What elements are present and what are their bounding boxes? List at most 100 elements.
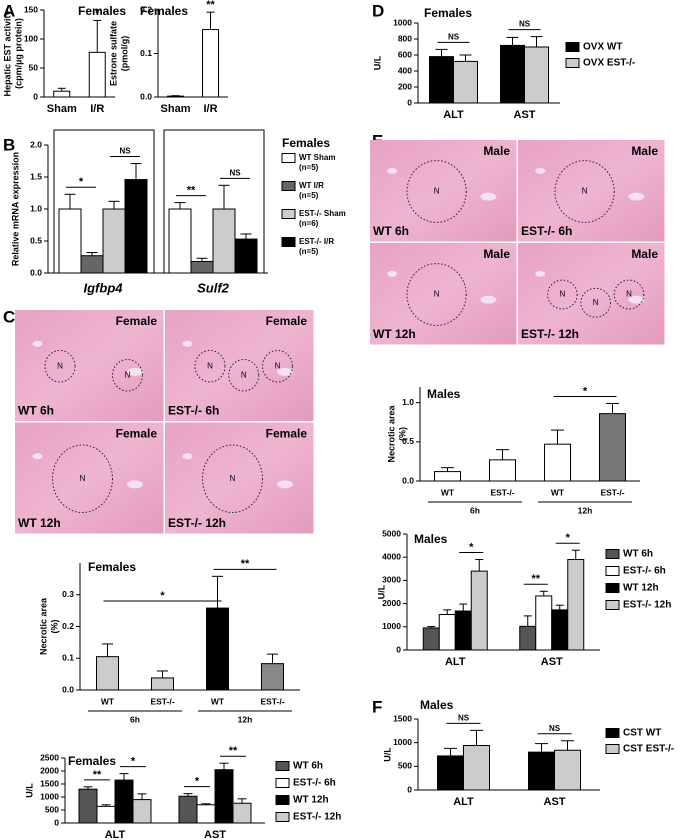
y-tick-label: 2000 (40, 765, 59, 775)
group-box (53, 129, 155, 273)
bar (234, 238, 258, 274)
vessel (535, 167, 546, 174)
y-tick-label: 3000 (382, 575, 401, 585)
y-tick-label: 600 (398, 49, 412, 59)
bar (168, 208, 192, 274)
bar (214, 769, 234, 824)
bar (434, 471, 461, 482)
significance-label: ** (531, 573, 540, 585)
panel-letter: C (3, 307, 15, 326)
sex-label: Female (116, 314, 158, 328)
legend-sample-size: (n=5) (299, 191, 319, 200)
vessel (387, 167, 398, 174)
y-tick-label: 1000 (382, 621, 401, 631)
group-label: 12h (578, 505, 593, 515)
legend-label: EST-/- 12h (623, 600, 671, 611)
y-tick-label: 0 (33, 91, 38, 101)
y-tick-label: 0.5 (30, 235, 42, 245)
bar (53, 90, 71, 98)
significance-label: * (583, 385, 588, 397)
chart-title: Females (68, 754, 116, 768)
significance-label: * (79, 176, 84, 188)
y-tick-label: 0.2 (62, 621, 74, 631)
legend-label: EST-/- I/R (299, 237, 334, 246)
x-tick-label: ALT (445, 656, 466, 668)
vessel (387, 270, 398, 277)
bar (58, 208, 82, 274)
x-tick-label: AST (204, 829, 226, 840)
y-tick-label: 50 (29, 62, 39, 72)
legend-swatch (605, 583, 620, 593)
bar (167, 95, 184, 98)
vessel (535, 270, 546, 277)
condition-label: EST-/- 6h (521, 224, 572, 238)
significance-label: ** (187, 185, 196, 197)
significance-label: NS (119, 147, 131, 156)
x-tick-label: AST (514, 109, 536, 121)
legend-swatch (281, 209, 296, 219)
legend-swatch (605, 600, 620, 610)
histology-image (370, 243, 517, 345)
y-axis-label: (pmol/g) (119, 36, 129, 72)
legend-label: WT I/R (299, 181, 324, 190)
y-tick-label: 2000 (382, 598, 401, 608)
legend-sample-size: (n=5) (299, 247, 319, 256)
necrotic-outline (406, 160, 467, 223)
necrosis-label: N (434, 187, 440, 196)
y-tick-label: 1.0 (30, 203, 42, 213)
legend-sample-size: (n=6) (299, 219, 319, 228)
histology-image (518, 140, 665, 242)
group-label: 6h (130, 714, 140, 724)
bar (567, 559, 585, 651)
legend-label: WT 12h (623, 583, 659, 594)
legend-swatch (275, 795, 290, 805)
x-tick-label: WT (101, 696, 115, 706)
chart-title: Females (424, 6, 472, 20)
significance-label: ** (93, 769, 102, 781)
bar (500, 44, 525, 104)
necrotic-outline (44, 350, 76, 383)
x-tick-label: ALT (443, 109, 464, 121)
necrosis-label: N (80, 474, 86, 483)
necrosis-label: N (593, 298, 599, 307)
x-tick-label: WT (211, 696, 225, 706)
x-tick-label: AST (544, 796, 566, 808)
x-tick-label: ALT (453, 796, 474, 808)
significance-label: * (566, 532, 571, 544)
condition-label: EST-/- 12h (168, 516, 226, 530)
legend-swatch (565, 42, 580, 52)
necrosis-label: N (207, 361, 213, 370)
bar (114, 779, 134, 824)
y-tick-label: 1000 (393, 17, 412, 27)
bar (528, 751, 555, 791)
significance-label: * (469, 541, 474, 553)
legend-label: OVX EST-/- (583, 58, 635, 69)
necrosis-label: N (626, 290, 632, 299)
necrosis-label: N (560, 290, 566, 299)
bar (551, 609, 569, 651)
chart-title: Females (88, 560, 136, 574)
sex-label: Male (483, 247, 510, 261)
y-tick-label: 0.5 (402, 436, 414, 446)
y-axis-label: Necrotic area (38, 597, 48, 655)
significance-label: ** (206, 0, 215, 11)
legend-label: EST-/- 6h (293, 778, 336, 789)
necrotic-outline (194, 350, 226, 383)
bar (470, 570, 488, 651)
y-tick-label: 4000 (382, 551, 401, 561)
panel-letter: D (372, 1, 384, 20)
bar (212, 208, 236, 274)
y-tick-label: 0.0 (402, 475, 414, 485)
legend-swatch (281, 237, 296, 247)
histology-image (518, 243, 665, 345)
chart-title: Males (427, 387, 461, 401)
condition-label: WT 12h (373, 327, 416, 341)
legend-label: WT 6h (293, 761, 323, 772)
bar (454, 610, 472, 651)
vessel (182, 340, 193, 347)
y-axis-label: U/L (372, 55, 382, 70)
y-tick-label: 1500 (393, 713, 412, 723)
x-tick-label: EST-/- (150, 696, 174, 706)
sex-label: Male (483, 144, 510, 158)
x-tick-label: I/R (90, 103, 104, 115)
